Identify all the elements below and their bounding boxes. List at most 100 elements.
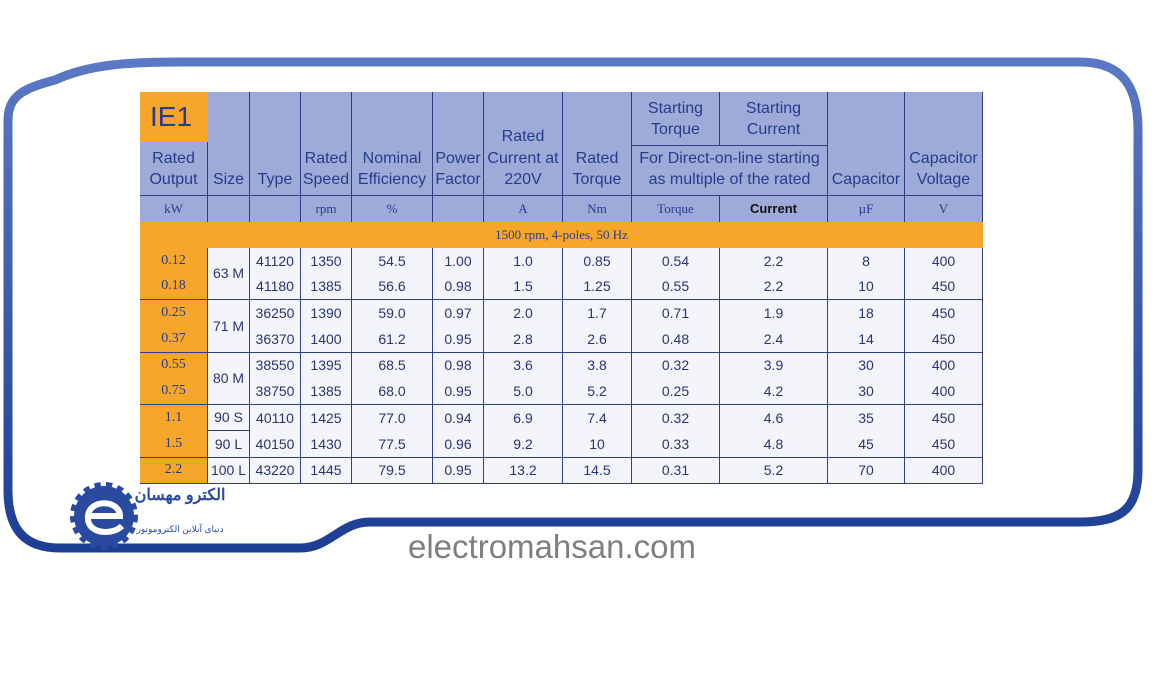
data-cell: 77.0 bbox=[352, 405, 433, 432]
data-cell: 5.2 bbox=[720, 457, 828, 484]
column-title: Rated Torque bbox=[563, 92, 632, 195]
column-unit: Nm bbox=[563, 195, 632, 222]
data-cell: 1395 bbox=[301, 352, 352, 379]
size-cell: 71 M bbox=[208, 300, 250, 353]
data-cell: 3.8 bbox=[563, 352, 632, 379]
group-note: For Direct-on-line starting as multiple … bbox=[632, 145, 828, 195]
column-title: Capacitor bbox=[828, 92, 905, 195]
data-cell: 400 bbox=[905, 248, 983, 275]
data-cell: 40150 bbox=[250, 431, 301, 458]
website: electromahsan.com bbox=[408, 528, 696, 565]
data-cell: 4.6 bbox=[720, 405, 828, 432]
data-cell: 0.95 bbox=[433, 457, 484, 484]
size-cell: 90 L bbox=[208, 431, 250, 458]
data-cell: 1385 bbox=[301, 274, 352, 301]
logo-subtitle: دنیای آنلاین الکتروموتور bbox=[136, 523, 224, 535]
column-unit bbox=[208, 195, 250, 222]
column-unit: % bbox=[352, 195, 433, 222]
data-cell: 10 bbox=[563, 431, 632, 458]
data-cell: 0.71 bbox=[632, 300, 720, 327]
data-cell: 59.0 bbox=[352, 300, 433, 327]
data-cell: 68.0 bbox=[352, 379, 433, 406]
data-cell: 0.98 bbox=[433, 274, 484, 301]
data-cell: 36250 bbox=[250, 300, 301, 327]
data-cell: 56.6 bbox=[352, 274, 433, 301]
column-title: Type bbox=[250, 92, 301, 195]
data-cell: 14.5 bbox=[563, 457, 632, 484]
data-cell: 14 bbox=[828, 326, 905, 353]
output-cell: 0.75 bbox=[140, 379, 208, 406]
column-unit bbox=[433, 195, 484, 222]
data-cell: 68.5 bbox=[352, 352, 433, 379]
column-unit: rpm bbox=[301, 195, 352, 222]
column-title: Rated Output bbox=[140, 142, 208, 195]
logo-title: الکترو مهسان bbox=[135, 487, 226, 505]
column-title: Power Factor bbox=[433, 92, 484, 195]
section-band: 1500 rpm, 4-poles, 50 Hz bbox=[140, 222, 983, 248]
data-cell: 450 bbox=[905, 431, 983, 458]
data-cell: 400 bbox=[905, 379, 983, 406]
data-cell: 1430 bbox=[301, 431, 352, 458]
column-title: Nominal Efficiency bbox=[352, 92, 433, 195]
size-cell: 63 M bbox=[208, 248, 250, 301]
data-cell: 70 bbox=[828, 457, 905, 484]
data-cell: 0.54 bbox=[632, 248, 720, 275]
data-cell: 0.32 bbox=[632, 405, 720, 432]
data-cell: 0.48 bbox=[632, 326, 720, 353]
data-cell: 41180 bbox=[250, 274, 301, 301]
data-cell: 40110 bbox=[250, 405, 301, 432]
data-cell: 0.95 bbox=[433, 326, 484, 353]
data-cell: 30 bbox=[828, 352, 905, 379]
data-cell: 36370 bbox=[250, 326, 301, 353]
data-cell: 1445 bbox=[301, 457, 352, 484]
data-cell: 43220 bbox=[250, 457, 301, 484]
data-cell: 8 bbox=[828, 248, 905, 275]
badge: IE1 bbox=[140, 92, 208, 142]
output-cell: 0.55 bbox=[140, 352, 208, 379]
data-cell: 2.2 bbox=[720, 274, 828, 301]
data-cell: 77.5 bbox=[352, 431, 433, 458]
data-cell: 9.2 bbox=[484, 431, 563, 458]
output-cell: 0.25 bbox=[140, 300, 208, 327]
data-cell: 54.5 bbox=[352, 248, 433, 275]
output-cell: 0.18 bbox=[140, 274, 208, 301]
column-unit: kW bbox=[140, 195, 208, 222]
output-cell: 0.37 bbox=[140, 326, 208, 353]
data-cell: 450 bbox=[905, 326, 983, 353]
data-cell: 18 bbox=[828, 300, 905, 327]
data-cell: 79.5 bbox=[352, 457, 433, 484]
data-cell: 41120 bbox=[250, 248, 301, 275]
column-title: Starting Current bbox=[720, 92, 828, 145]
data-cell: 3.6 bbox=[484, 352, 563, 379]
data-cell: 2.4 bbox=[720, 326, 828, 353]
data-cell: 450 bbox=[905, 300, 983, 327]
data-cell: 0.33 bbox=[632, 431, 720, 458]
data-cell: 1.5 bbox=[484, 274, 563, 301]
data-cell: 3.9 bbox=[720, 352, 828, 379]
column-unit bbox=[250, 195, 301, 222]
data-cell: 38750 bbox=[250, 379, 301, 406]
data-cell: 30 bbox=[828, 379, 905, 406]
data-cell: 0.98 bbox=[433, 352, 484, 379]
data-cell: 61.2 bbox=[352, 326, 433, 353]
data-cell: 1390 bbox=[301, 300, 352, 327]
data-cell: 38550 bbox=[250, 352, 301, 379]
column-title: Rated Current at 220V bbox=[484, 92, 563, 195]
data-cell: 2.0 bbox=[484, 300, 563, 327]
column-unit: µF bbox=[828, 195, 905, 222]
data-cell: 13.2 bbox=[484, 457, 563, 484]
column-title: Rated Speed bbox=[301, 92, 352, 195]
data-cell: 4.2 bbox=[720, 379, 828, 406]
data-cell: 1.0 bbox=[484, 248, 563, 275]
data-cell: 4.8 bbox=[720, 431, 828, 458]
data-cell: 0.32 bbox=[632, 352, 720, 379]
data-cell: 0.85 bbox=[563, 248, 632, 275]
data-cell: 0.25 bbox=[632, 379, 720, 406]
data-cell: 450 bbox=[905, 274, 983, 301]
data-cell: 1.9 bbox=[720, 300, 828, 327]
data-cell: 1425 bbox=[301, 405, 352, 432]
data-cell: 35 bbox=[828, 405, 905, 432]
column-unit: Torque bbox=[632, 195, 720, 222]
data-cell: 45 bbox=[828, 431, 905, 458]
data-cell: 0.95 bbox=[433, 379, 484, 406]
